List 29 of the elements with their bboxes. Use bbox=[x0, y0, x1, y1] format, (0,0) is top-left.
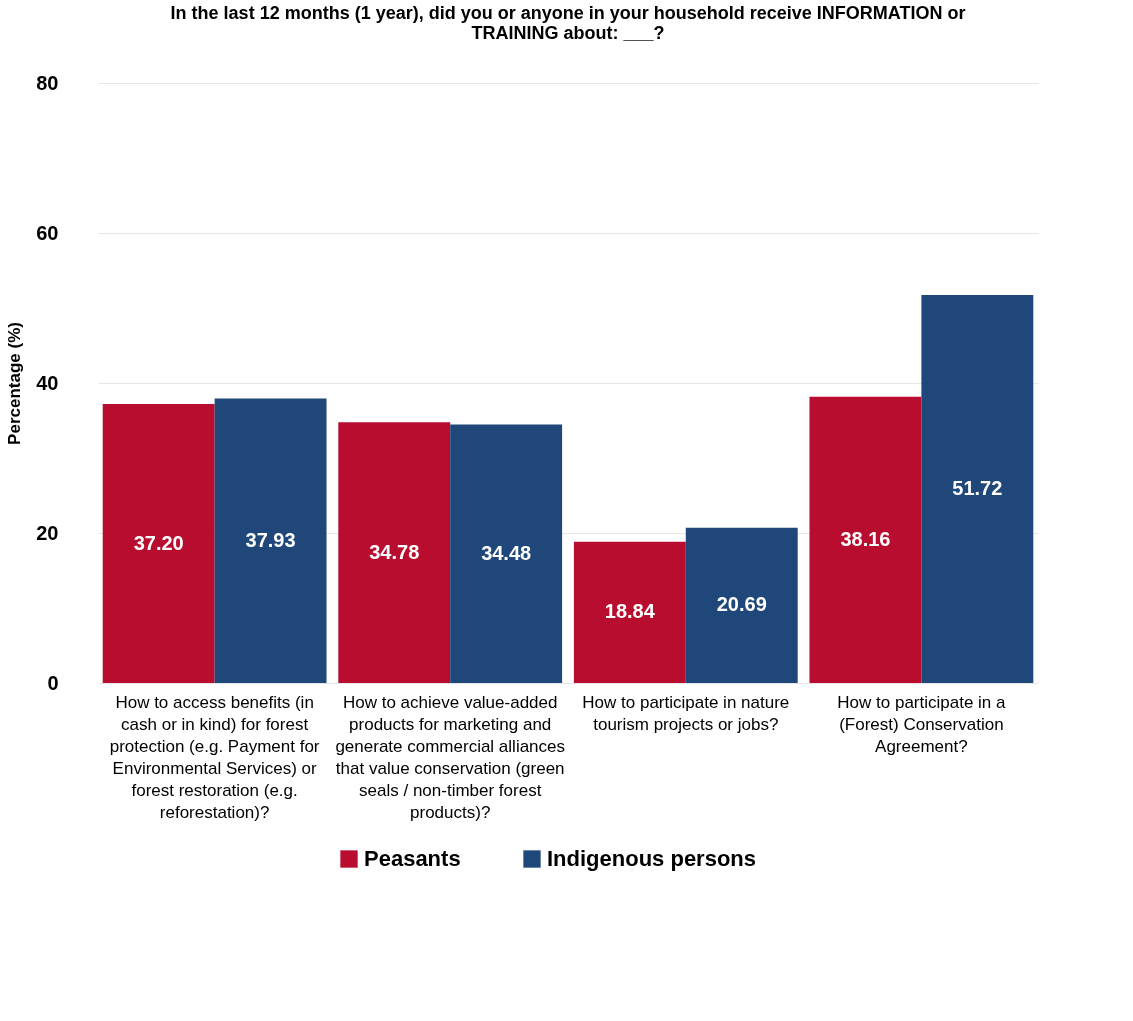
bar bbox=[338, 422, 451, 683]
bar bbox=[809, 396, 922, 683]
y-tick-label: 20 bbox=[36, 521, 59, 544]
bar bbox=[573, 541, 686, 683]
bar bbox=[214, 398, 327, 683]
bar bbox=[685, 527, 798, 683]
x-tick-label: How to participate in nature tourism projects or jobs? bbox=[582, 693, 790, 734]
x-tick-label: How to participate in a (Forest) Conservation Agreement? bbox=[837, 693, 1007, 756]
data-label: 37.93 bbox=[245, 528, 296, 551]
bar bbox=[102, 404, 215, 683]
legend-label: Indigenous persons bbox=[547, 846, 757, 871]
y-axis-title: Percentage (%) bbox=[5, 322, 25, 445]
data-label: 51.72 bbox=[952, 477, 1003, 500]
y-tick-label: 0 bbox=[47, 671, 59, 694]
data-label: 34.78 bbox=[369, 540, 420, 563]
data-label: 37.20 bbox=[133, 531, 184, 554]
y-tick-label: 80 bbox=[36, 71, 59, 94]
bar bbox=[921, 295, 1034, 683]
legend-label: Peasants bbox=[364, 846, 461, 871]
data-label: 38.16 bbox=[840, 527, 891, 550]
y-tick-label: 60 bbox=[36, 221, 59, 244]
x-tick-label: How to achieve value-added products for marketing and generate commercial alliances that value conservation (green seals / non-timber forest products)? bbox=[335, 693, 566, 822]
data-label: 18.84 bbox=[604, 600, 656, 623]
y-tick-label: 40 bbox=[36, 371, 59, 394]
x-tick-label: How to access benefits (in cash or in kind) for forest protection (e.g. Payment for Environmental Services) or forest restoration (e.g. reforestation)? bbox=[109, 693, 320, 822]
data-label: 20.69 bbox=[716, 593, 767, 616]
bar bbox=[450, 424, 563, 683]
data-label: 34.48 bbox=[481, 541, 532, 564]
chart-title: In the last 12 months (1 year), did you or anyone in your household receive INFORMATION or TRAINING about: ___? bbox=[170, 3, 966, 43]
